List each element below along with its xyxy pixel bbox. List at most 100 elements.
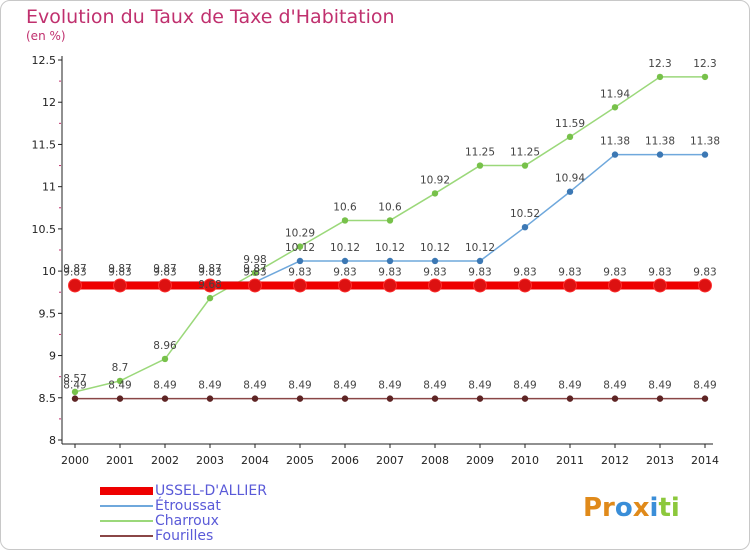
series-point: [383, 278, 397, 293]
data-label: 8.57: [63, 373, 86, 385]
data-labels: 9.83 9.83 9.83 9.83 9.83 9.83 9.83 9.83 9.83 9.83…: [63, 58, 720, 392]
x-tick-label: 2004: [241, 454, 269, 467]
x-tick-label: 2003: [196, 454, 224, 467]
data-label: 9.87: [63, 263, 86, 275]
series-point: [428, 278, 442, 293]
data-label: 8.49: [558, 380, 581, 392]
data-label: 9.83: [558, 266, 581, 278]
series-point: [431, 257, 439, 265]
data-label: 8.49: [243, 380, 266, 392]
data-label: 9.83: [108, 266, 131, 278]
x-tick-label: 2013: [646, 454, 674, 467]
series-point: [251, 395, 259, 402]
series-point: [203, 278, 217, 293]
data-label: 8.7: [112, 362, 129, 374]
data-label: 10.29: [285, 228, 315, 240]
series-point: [113, 278, 127, 293]
data-label: 11.94: [600, 88, 630, 100]
data-label: 10.12: [330, 242, 360, 254]
data-label: 10.6: [378, 201, 402, 213]
svg-text:Proxiti: Proxiti: [583, 493, 680, 523]
series-layer: [68, 73, 712, 402]
data-label: 8.49: [378, 380, 401, 392]
data-label: 10.12: [375, 242, 405, 254]
data-label: 8.49: [153, 380, 176, 392]
data-label: 9.83: [378, 266, 401, 278]
series-point: [251, 269, 259, 276]
data-label: 10.12: [420, 242, 450, 254]
chart-unit-label: (en %): [26, 29, 66, 43]
data-label: 8.49: [423, 380, 446, 392]
data-label: 8.49: [108, 380, 131, 392]
x-tick-label: 2000: [61, 454, 89, 467]
data-label: 10.12: [285, 242, 315, 254]
y-tick-label: 11: [42, 181, 56, 194]
x-tick-label: 2001: [106, 454, 134, 467]
series-point: [341, 395, 349, 402]
y-tick-label: 9: [49, 350, 56, 363]
data-label: 10.6: [333, 201, 357, 213]
series-point: [518, 278, 532, 293]
data-label: 8.49: [63, 380, 86, 392]
series-point: [701, 73, 709, 81]
series-point: [293, 278, 307, 293]
series-point: [386, 257, 394, 265]
series-point: [476, 395, 484, 402]
data-label: 9.83: [153, 266, 176, 278]
proxiti-logo: Proxiti: [583, 493, 680, 523]
series-point: [656, 73, 664, 81]
data-label: 9.98: [243, 254, 266, 266]
data-label: 9.83: [513, 266, 536, 278]
data-label: 8.49: [288, 380, 311, 392]
series-point: [206, 294, 214, 302]
y-tick-label: 10.5: [32, 223, 57, 236]
x-tick-label: 2002: [151, 454, 179, 467]
series-point: [701, 395, 709, 402]
series-point: [161, 395, 169, 402]
series-point: [698, 278, 712, 293]
y-tick-label: 9.5: [39, 307, 57, 320]
data-label: 9.68: [198, 279, 221, 291]
data-label: 10.12: [465, 242, 495, 254]
series-point: [653, 278, 667, 293]
series-point: [656, 151, 664, 158]
series-point: [656, 395, 664, 402]
data-label: 8.49: [513, 380, 536, 392]
legend-label: Charroux: [155, 513, 219, 529]
data-label: 8.49: [333, 380, 356, 392]
data-label: 12.3: [693, 58, 716, 70]
series-point: [701, 151, 709, 158]
y-tick-label: 11.5: [32, 138, 57, 151]
series-point: [206, 395, 214, 402]
data-label: 9.83: [288, 266, 311, 278]
data-label: 8.49: [693, 380, 716, 392]
data-label: 11.38: [645, 136, 675, 148]
series-point: [68, 278, 82, 293]
series-point: [608, 278, 622, 293]
series-point: [386, 217, 394, 224]
data-label: 9.83: [468, 266, 491, 278]
series-point: [338, 278, 352, 293]
data-label: 12.3: [648, 58, 671, 70]
y-tick-label: 10: [42, 265, 56, 278]
x-tick-label: 2006: [331, 454, 359, 467]
x-tick-label: 2009: [466, 454, 494, 467]
data-label: 9.87: [153, 263, 176, 275]
series-point: [116, 377, 124, 385]
series-point: [386, 395, 394, 402]
series-point: [161, 355, 169, 363]
data-label: 8.49: [198, 380, 221, 392]
y-tick-label: 8: [49, 434, 56, 447]
series-point: [476, 162, 484, 169]
data-label: 8.49: [648, 380, 671, 392]
series-point: [116, 395, 124, 402]
data-label: 8.49: [468, 380, 491, 392]
series-point: [296, 243, 304, 250]
data-label: 9.83: [603, 266, 626, 278]
series-point: [341, 257, 349, 265]
x-tick-label: 2007: [376, 454, 404, 467]
series-point: [71, 388, 79, 396]
